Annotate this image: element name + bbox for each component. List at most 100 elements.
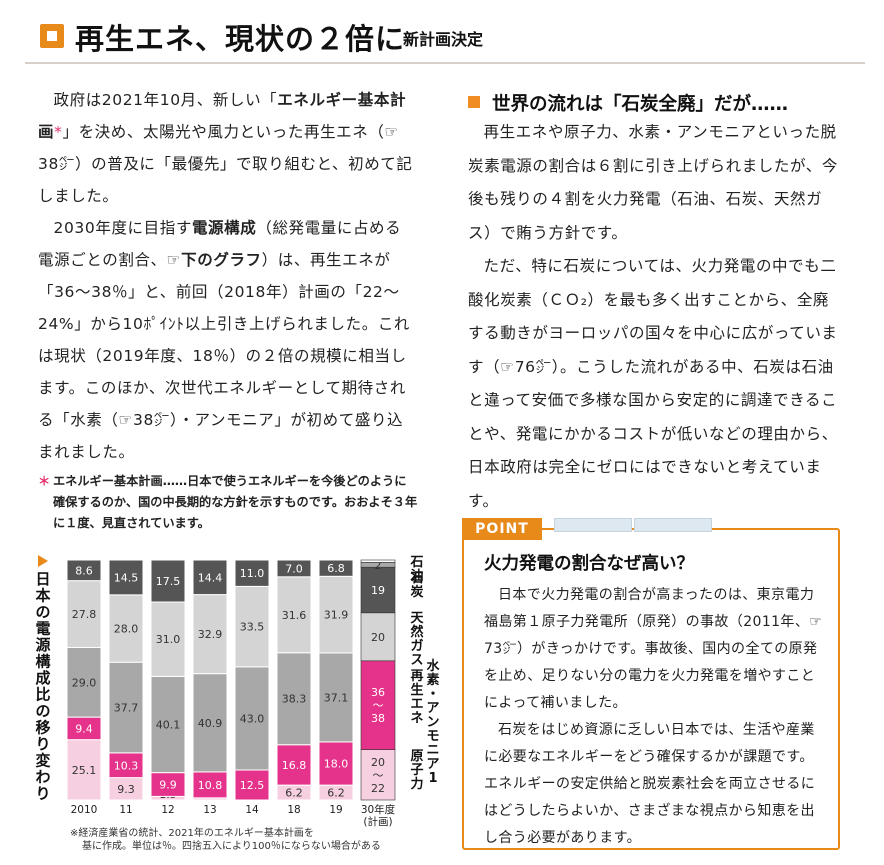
graph-reference: ☞下のグラフ [166,251,262,269]
data-label: 17.5 [156,575,181,588]
chart-title-char: り [35,735,50,753]
data-label: 32.9 [198,628,223,641]
data-label: 9.3 [117,783,135,796]
point-paragraph-1: 日本で火力発電の割合が高まったのは、東京電力福島第１原子力発電所（原発）の事故（… [484,587,823,711]
bar-segment-再生エネ [318,741,354,786]
bar-segment-石油 [66,646,102,718]
data-label: 2 [375,559,382,572]
chart-title-char: 変 [35,752,50,770]
legend-label-char: モ [426,729,439,744]
chart-title-char: 電 [35,620,50,638]
bar-segment-石油 [276,652,312,746]
footnote-term: エネルギー基本計画 [53,474,163,488]
x-tick-label: 19 [329,804,342,816]
bar-segment-石油 [234,666,270,771]
bar-segment-石炭 [150,559,186,603]
legend-label-char: 水 [426,658,440,674]
data-label: 7.0 [285,562,303,575]
x-tick-label: 30年度 [361,803,396,816]
point-paragraph-2: 石炭をはじめ資源に乏しい日本では、生活や産業に必要なエネルギーをどう確保するかが… [484,722,816,846]
data-label: 40.1 [156,719,181,732]
bar-segment-石炭 [360,566,396,614]
left-paragraph-1: 政府は2021年10月、新しい「エネルギー基本計画*」を決め、太陽光や風力といっ… [38,84,416,212]
legend-label-char: ・ [426,687,439,702]
data-label: 6.2 [285,787,303,800]
left-paragraph-2: 2030年度に目指す電源構成（総発電量に占める電源ごとの割合、☞下のグラフ）は、… [38,212,416,468]
bar-segment-天然ガス [108,594,144,663]
chart-title-char: の [35,603,50,621]
x-tick-label: (計画) [363,815,392,828]
legend-label-char: 油 [410,568,423,584]
data-label: 28.0 [114,623,139,636]
point-title: 火力発電の割合なぜ高い？ [484,554,694,574]
chart-title-char: 源 [35,636,50,654]
data-label: 33.5 [240,621,265,634]
chart-title-char: の [35,702,50,720]
header-divider [25,62,865,64]
data-label: 9.4 [75,722,93,735]
source-note: ※経済産業省の統計、2021年のエネルギー基本計画を [70,826,314,839]
data-label: 27.8 [72,608,97,621]
bar-segment-石炭 [318,559,354,577]
legend-label-char: 然 [410,624,423,640]
bar-segment-天然ガス [276,576,312,654]
data-label: 38 [371,712,385,725]
bar-segment-石炭 [276,559,312,578]
data-label: 6.2 [327,787,345,800]
chart-title-char: 比 [35,686,50,704]
header: 再生エネ、現状の２倍に 新計画決定 [25,12,865,58]
right-heading: 世界の流れは「石炭全廃」だが…… [468,90,788,116]
source-note: 基に作成。単位は％。四捨五入により100％にならない場合がある [82,839,381,852]
legend-label-char: ガ [410,639,423,654]
data-label: 31.6 [282,609,307,622]
x-tick-label: 14 [245,804,259,816]
chart-title-char: 移 [35,719,50,737]
data-label: 37.7 [114,702,139,715]
data-label: 22 [371,782,385,795]
text-run: 政府は2021年10月、新しい「 [53,91,278,109]
data-label: 14.4 [198,571,223,584]
bar-segment-石油 [150,675,186,774]
legend-label-char: ニ [426,743,439,758]
chart-title-char: り [35,785,50,803]
data-label: 11.0 [240,567,265,580]
data-label: 40.9 [198,717,223,730]
legend-label-char: ア [426,757,439,772]
data-label: 6.8 [327,562,345,575]
legend-label-char: 天 [410,611,424,626]
footnote-marker: * [54,123,63,141]
bar-segment-石炭 [192,559,228,596]
bar-segment-再生エネ [276,744,312,786]
x-tick-label: 11 [119,804,132,816]
data-label: 10.8 [198,779,223,792]
bar-segment-天然ガス [150,601,186,677]
section-square-icon [40,24,64,48]
legend-label-char: ネ [410,711,423,726]
right-paragraph-1: 再生エネや原子力、水素・アンモニアといった脱炭素電源の割合は６割に引き上げられま… [468,123,838,242]
point-decoration [634,518,712,532]
bar-segment-石炭 [234,559,270,587]
right-heading-text: 世界の流れは「石炭全廃」だが…… [492,94,789,115]
text-run: （総発電量に占める電源ごとの割合、 [38,219,402,269]
data-label: 31.0 [156,633,181,646]
legend-label-char: 力 [410,776,423,792]
data-label: 〜 [373,769,384,782]
bar-segment-石炭 [108,559,144,596]
footnote-text: ……日本で使うエネルギーを今後どのように確保するのか、国の中長期的な方針を示すも… [53,474,418,530]
bar-segment-天然ガス [318,575,354,654]
data-label: 10.3 [114,759,139,772]
bar-segment-水素・アンモニア [360,559,396,563]
heading-square-icon [468,96,480,108]
text-run: 」を決め、太陽光や風力といった再生エネ（☞38㌻）の普及に「最優先」で取り組むと… [38,123,413,205]
bar-segment-石油 [108,661,144,754]
bar-segment-天然ガス [234,585,270,668]
bar-segment-石炭 [66,559,102,582]
bar-segment-原子力 [360,749,396,801]
legend-label-char: 再 [410,669,423,684]
power-mix-chart: 日本の電源構成比の移り変わり25.19.429.027.88.620109.31… [35,555,440,852]
data-label: 8.6 [75,564,93,577]
data-label: 20 [371,631,385,644]
legend-label-char: 石 [409,555,423,570]
footnote-star: ＊ [38,474,51,488]
keyword-power-mix: 電源構成 [191,219,257,237]
